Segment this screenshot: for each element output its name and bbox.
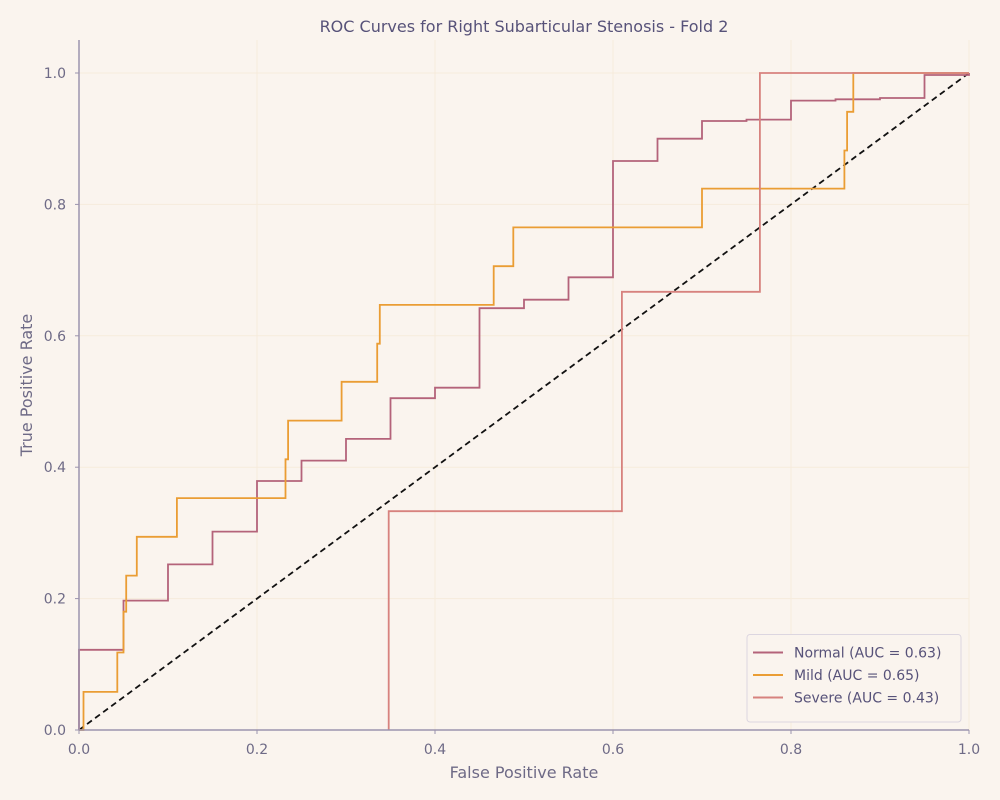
x-axis-ticks: 0.0 0.2 0.4 0.6 0.8 1.0 [68, 730, 980, 758]
legend-label-0: Normal (AUC = 0.63) [794, 646, 941, 662]
y-tick-label-4: 0.8 [44, 197, 66, 213]
series-line-0 [78, 73, 970, 730]
y-tick-label-2: 0.4 [44, 460, 66, 476]
x-axis-label: False Positive Rate [450, 763, 599, 782]
series-line-1 [79, 72, 969, 731]
y-tick-label-5: 1.0 [44, 66, 66, 82]
x-tick-label-5: 1.0 [958, 742, 980, 758]
x-tick-label-3: 0.6 [602, 742, 624, 758]
reference-line-group [78, 72, 970, 731]
y-tick-label-0: 0.0 [44, 723, 66, 739]
axes [78, 40, 969, 731]
grid-lines [78, 40, 970, 731]
series-group [78, 72, 970, 731]
chance-reference-line [78, 72, 970, 731]
series-line-2 [387, 72, 969, 730]
legend-label-2: Severe (AUC = 0.43) [794, 691, 939, 707]
y-axis-label: True Positive Rate [17, 314, 36, 458]
legend-label-1: Mild (AUC = 0.65) [794, 668, 920, 684]
x-tick-label-1: 0.2 [246, 742, 268, 758]
legend: Normal (AUC = 0.63) Mild (AUC = 0.65) Seve… [746, 634, 962, 723]
legend-box [746, 634, 962, 723]
x-tick-label-4: 0.8 [780, 742, 802, 758]
y-tick-label-3: 0.6 [44, 329, 66, 345]
y-tick-label-1: 0.2 [44, 592, 66, 608]
y-axis-ticks: 0.0 0.2 0.4 0.6 0.8 1.0 [44, 66, 79, 739]
x-tick-label-0: 0.0 [68, 742, 90, 758]
x-tick-label-2: 0.4 [424, 742, 446, 758]
chart-title: ROC Curves for Right Subarticular Stenos… [320, 17, 729, 36]
